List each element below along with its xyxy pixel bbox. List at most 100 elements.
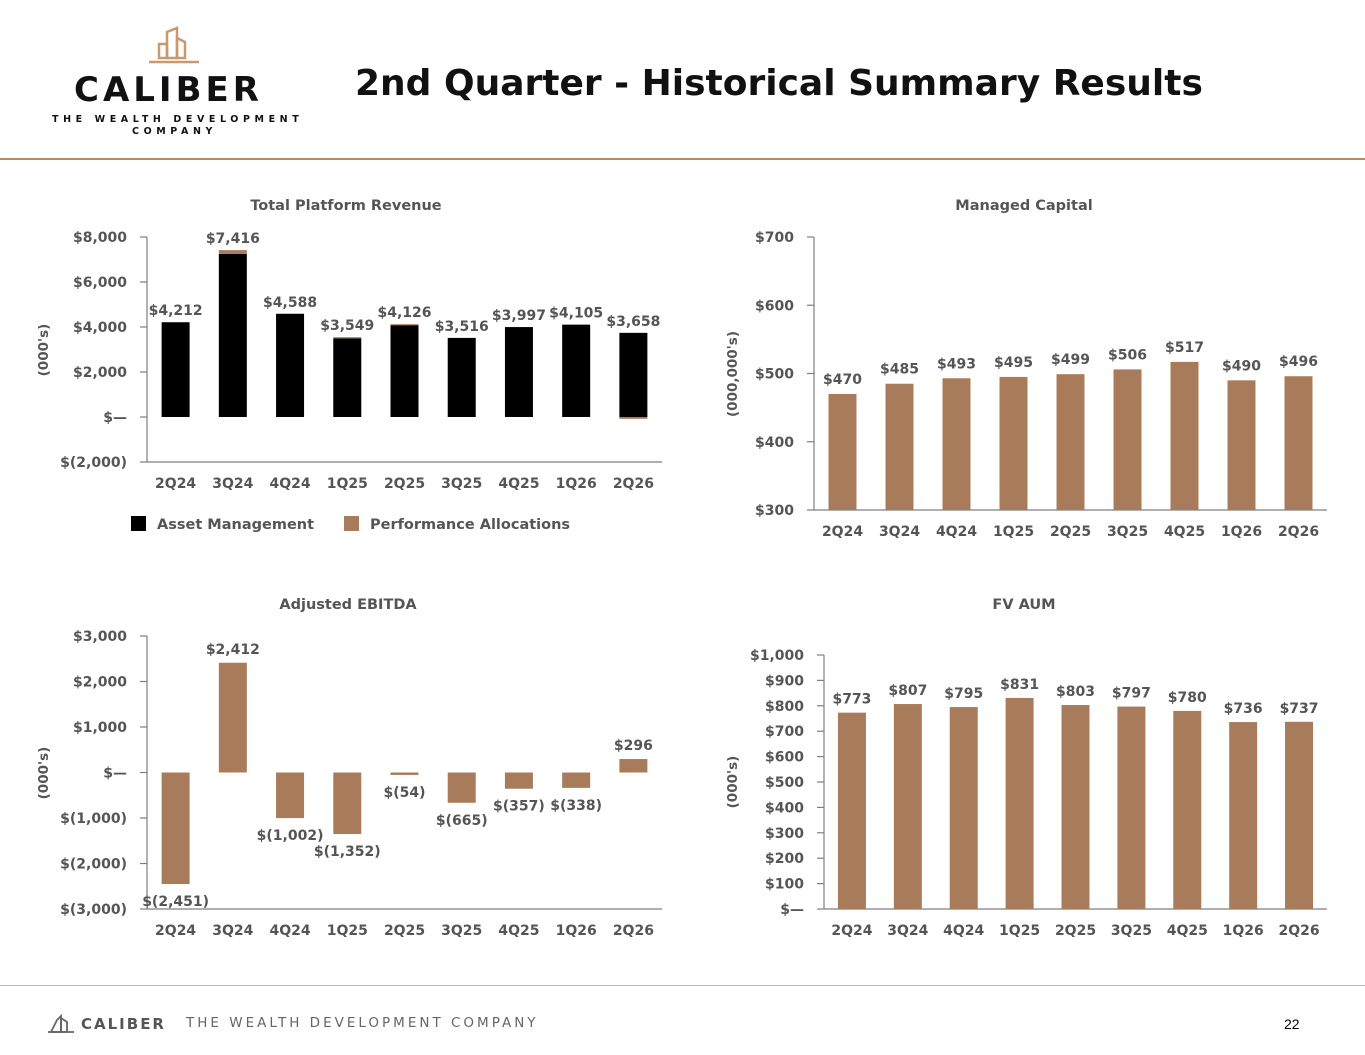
y-tick-label: $500	[755, 367, 794, 383]
data-label: $3,516	[435, 319, 489, 335]
data-label: $296	[614, 738, 653, 754]
x-tick-label: 4Q24	[269, 923, 310, 939]
x-tick-label: 4Q24	[943, 923, 984, 939]
bar	[1284, 376, 1313, 510]
data-label: $485	[880, 362, 919, 378]
x-tick-label: 4Q24	[269, 476, 310, 492]
x-tick-label: 2Q25	[1055, 923, 1096, 939]
data-label: $4,105	[549, 306, 603, 322]
y-tick-label: $2,000	[73, 675, 127, 691]
chart-title: Total Platform Revenue	[250, 198, 441, 214]
building-logo-icon	[149, 26, 199, 64]
data-label: $4,212	[149, 303, 203, 319]
footer-brand-name: CALIBER	[81, 1015, 166, 1033]
x-tick-label: 1Q25	[327, 923, 368, 939]
bar-asset-management	[619, 332, 648, 417]
bar	[390, 772, 419, 775]
data-label: $807	[888, 683, 927, 699]
y-tick-label: $900	[765, 673, 804, 689]
data-label: $736	[1224, 701, 1263, 717]
y-tick-label: $—	[103, 766, 127, 782]
y-tick-label: $(2,000)	[60, 857, 127, 873]
y-tick-label: $400	[755, 435, 794, 451]
x-tick-label: 3Q25	[441, 476, 482, 492]
y-tick-label: $200	[765, 851, 804, 867]
data-label: $490	[1222, 358, 1261, 374]
bar-performance-allocations	[619, 417, 648, 419]
x-tick-label: 3Q24	[212, 923, 253, 939]
x-tick-label: 1Q25	[993, 524, 1034, 540]
data-label: $797	[1112, 686, 1151, 702]
chart-title: Managed Capital	[955, 198, 1092, 214]
page-number: 22	[1284, 1016, 1300, 1032]
x-tick-label: 3Q24	[879, 524, 920, 540]
bar-asset-management	[504, 327, 533, 417]
y-tick-label: $(3,000)	[60, 902, 127, 918]
bar-performance-allocations	[218, 250, 247, 254]
y-tick-label: $—	[103, 410, 127, 426]
bar	[619, 759, 648, 773]
header-divider	[0, 158, 1365, 160]
y-tick-label: $600	[765, 750, 804, 766]
data-label: $499	[1051, 352, 1090, 368]
y-tick-label: $2,000	[73, 365, 127, 381]
data-label: $470	[823, 372, 862, 388]
x-tick-label: 1Q26	[1223, 923, 1264, 939]
data-label: $773	[832, 692, 871, 708]
bar-asset-management	[161, 322, 190, 417]
bar	[942, 378, 971, 510]
y-tick-label: $1,000	[750, 648, 804, 664]
data-label: $3,658	[606, 314, 660, 330]
bar-asset-management	[276, 313, 305, 417]
data-label: $780	[1168, 690, 1207, 706]
bar	[893, 704, 922, 909]
y-tick-label: $1,000	[73, 720, 127, 736]
bar	[1173, 710, 1202, 909]
managed-capital-chart: Managed Capital (000,000's) $300 $400 $500 $6…	[725, 198, 1327, 540]
y-axis-label: (000's)	[725, 756, 741, 809]
bar-performance-allocations	[390, 324, 419, 326]
footer-divider	[0, 985, 1365, 986]
data-label: $4,588	[263, 295, 317, 311]
x-tick-label: 2Q24	[155, 923, 196, 939]
y-tick-label: $500	[765, 775, 804, 791]
bar	[1229, 722, 1258, 909]
x-tick-label: 2Q24	[822, 524, 863, 540]
bar	[1061, 705, 1090, 909]
x-tick-label: 4Q25	[1167, 923, 1208, 939]
y-tick-label: $3,000	[73, 629, 127, 645]
chart-title: FV AUM	[992, 597, 1055, 613]
data-label: $7,416	[206, 231, 260, 247]
data-label: $(1,002)	[257, 828, 324, 844]
total-platform-revenue-chart: Total Platform Revenue (000's) $(2,000) $— $…	[36, 198, 662, 533]
data-label: $495	[994, 355, 1033, 371]
y-tick-label: $600	[755, 298, 794, 314]
bar	[161, 772, 190, 885]
bar	[1227, 380, 1256, 510]
fv-aum-chart: FV AUM (000's) $— $100 $200 $300 $400 $500 $600 $…	[725, 597, 1327, 939]
bar	[949, 707, 978, 909]
y-tick-label: $700	[755, 230, 794, 246]
data-label: $737	[1280, 701, 1319, 717]
bar	[447, 772, 476, 803]
bar	[504, 772, 533, 789]
bar	[1113, 369, 1142, 510]
page-title: 2nd Quarter - Historical Summary Results	[355, 63, 1203, 104]
x-tick-label: 2Q26	[1278, 923, 1319, 939]
data-label: $493	[937, 356, 976, 372]
data-label: $506	[1108, 347, 1147, 363]
legend-swatch	[131, 516, 146, 531]
x-tick-label: 2Q26	[613, 476, 654, 492]
bar	[276, 772, 305, 819]
footer-tagline: THE WEALTH DEVELOPMENT COMPANY	[186, 1015, 539, 1031]
y-tick-label: $8,000	[73, 230, 127, 246]
bar-asset-management	[447, 337, 476, 417]
x-tick-label: 1Q26	[556, 923, 597, 939]
data-label: $496	[1279, 354, 1318, 370]
data-label: $4,126	[377, 305, 431, 321]
x-tick-label: 2Q25	[1050, 524, 1091, 540]
data-label: $(338)	[550, 798, 602, 814]
x-tick-label: 1Q25	[999, 923, 1040, 939]
x-tick-label: 3Q24	[887, 923, 928, 939]
building-footer-icon	[48, 1014, 74, 1033]
